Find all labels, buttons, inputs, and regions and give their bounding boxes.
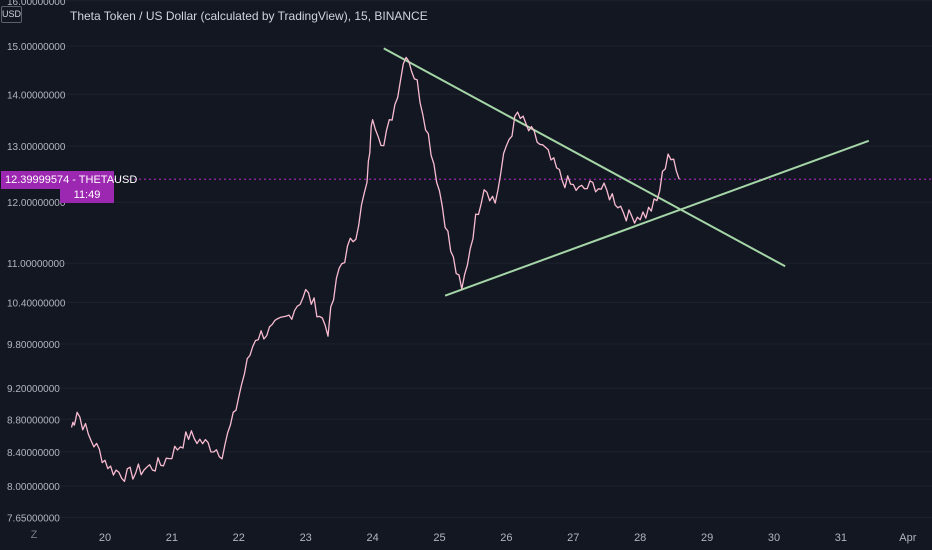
chart-title: Theta Token / US Dollar (calculated by T… bbox=[70, 9, 428, 23]
x-tick-label: 31 bbox=[835, 532, 847, 544]
y-tick-label: 8.00000000 bbox=[7, 482, 60, 493]
currency-badge[interactable]: USD bbox=[1, 6, 22, 23]
bar-countdown: 11:49 bbox=[60, 188, 114, 203]
x-tick-label: 22 bbox=[233, 532, 245, 544]
x-tick-label: 20 bbox=[99, 532, 111, 544]
x-tick-label: 26 bbox=[500, 532, 512, 544]
y-tick-label: 14.00000000 bbox=[7, 90, 66, 101]
y-axis: 7.65000000 8.00000000 8.40000000 8.80000000… bbox=[7, 0, 66, 524]
price-series-line bbox=[70, 56, 680, 483]
y-tick-label: 15.00000000 bbox=[7, 42, 66, 53]
y-tick-label: 10.40000000 bbox=[7, 298, 66, 309]
scale-z-icon[interactable]: Z bbox=[30, 529, 38, 541]
y-tick-label: 16.00000000 bbox=[7, 0, 66, 8]
y-tick-label: 8.40000000 bbox=[7, 448, 60, 459]
x-tick-label: 30 bbox=[768, 532, 780, 544]
x-tick-label: 27 bbox=[567, 532, 579, 544]
x-tick-label: 25 bbox=[433, 532, 445, 544]
x-axis: 20 21 22 23 24 25 26 27 28 29 30 31 Apr bbox=[99, 532, 917, 544]
y-tick-label: 12.00000000 bbox=[7, 198, 66, 209]
trend-line-descending[interactable] bbox=[383, 47, 786, 268]
y-tick-label: 8.80000000 bbox=[7, 415, 60, 426]
trend-line-ascending[interactable] bbox=[444, 139, 870, 297]
y-tick-label: 9.20000000 bbox=[7, 384, 60, 395]
trend-lines[interactable] bbox=[383, 47, 870, 297]
y-tick-label: 13.00000000 bbox=[7, 142, 66, 153]
y-tick-label: 7.65000000 bbox=[7, 513, 60, 524]
grid bbox=[60, 0, 932, 518]
x-tick-label: 29 bbox=[701, 532, 713, 544]
x-tick-label: 24 bbox=[366, 532, 378, 544]
y-tick-label: 11.00000000 bbox=[7, 259, 65, 270]
current-price-label: 12.39999574 - THETAUSD bbox=[1, 171, 137, 189]
x-tick-label: 21 bbox=[166, 532, 178, 544]
x-tick-label: Apr bbox=[899, 532, 916, 544]
x-tick-label: 23 bbox=[300, 532, 312, 544]
x-tick-label: 28 bbox=[634, 532, 646, 544]
y-tick-label: 9.80000000 bbox=[7, 340, 60, 351]
